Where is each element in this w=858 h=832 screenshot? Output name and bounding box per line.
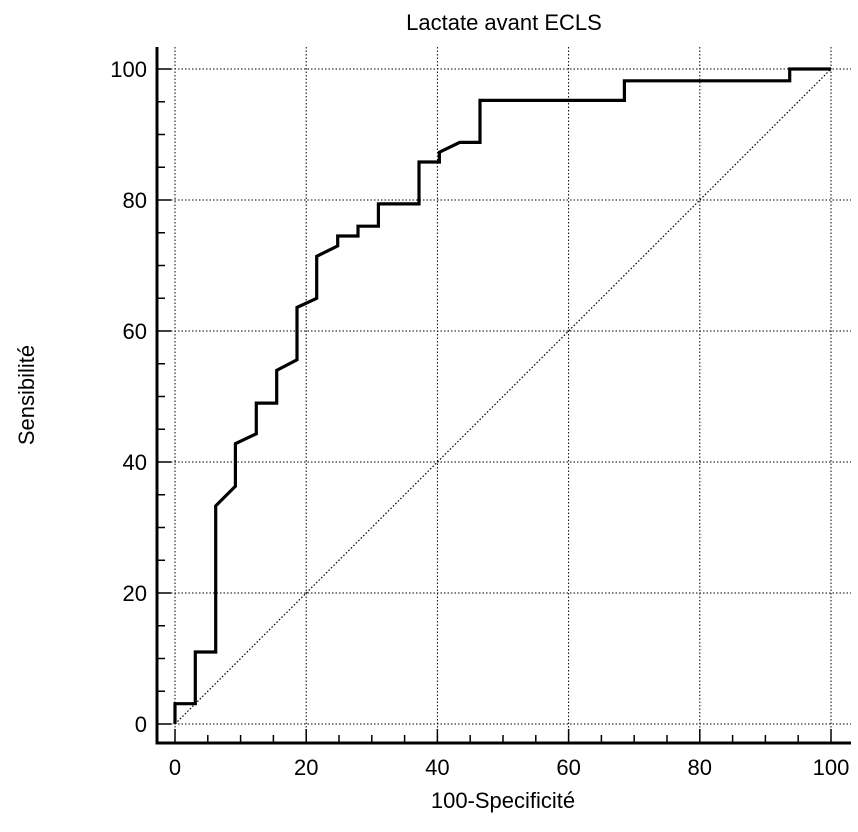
- chart-title: Lactate avant ECLS: [406, 10, 602, 35]
- x-tick-label-1: 20: [294, 755, 318, 780]
- reference-line-layer: [175, 69, 831, 724]
- y-tick-label-3: 60: [123, 319, 147, 344]
- y-tick-label-4: 80: [123, 188, 147, 213]
- y-tick-label-0: 0: [135, 712, 147, 737]
- y-tick-label-2: 40: [123, 450, 147, 475]
- reference-diagonal-line: [175, 69, 831, 724]
- y-tick-label-5: 100: [110, 57, 147, 82]
- grid-layer: [157, 47, 851, 743]
- x-tick-label-3: 60: [556, 755, 580, 780]
- y-tick-labels: 0 20 40 60 80 100: [110, 57, 147, 737]
- x-axis-title: 100-Specificité: [431, 788, 575, 813]
- y-tick-label-1: 20: [123, 581, 147, 606]
- x-tick-label-4: 80: [688, 755, 712, 780]
- x-tick-label-0: 0: [169, 755, 181, 780]
- x-tick-label-5: 100: [813, 755, 850, 780]
- x-tick-label-2: 40: [425, 755, 449, 780]
- x-tick-labels: 0 20 40 60 80 100: [169, 755, 849, 780]
- y-axis-title: Sensibilité: [14, 345, 39, 445]
